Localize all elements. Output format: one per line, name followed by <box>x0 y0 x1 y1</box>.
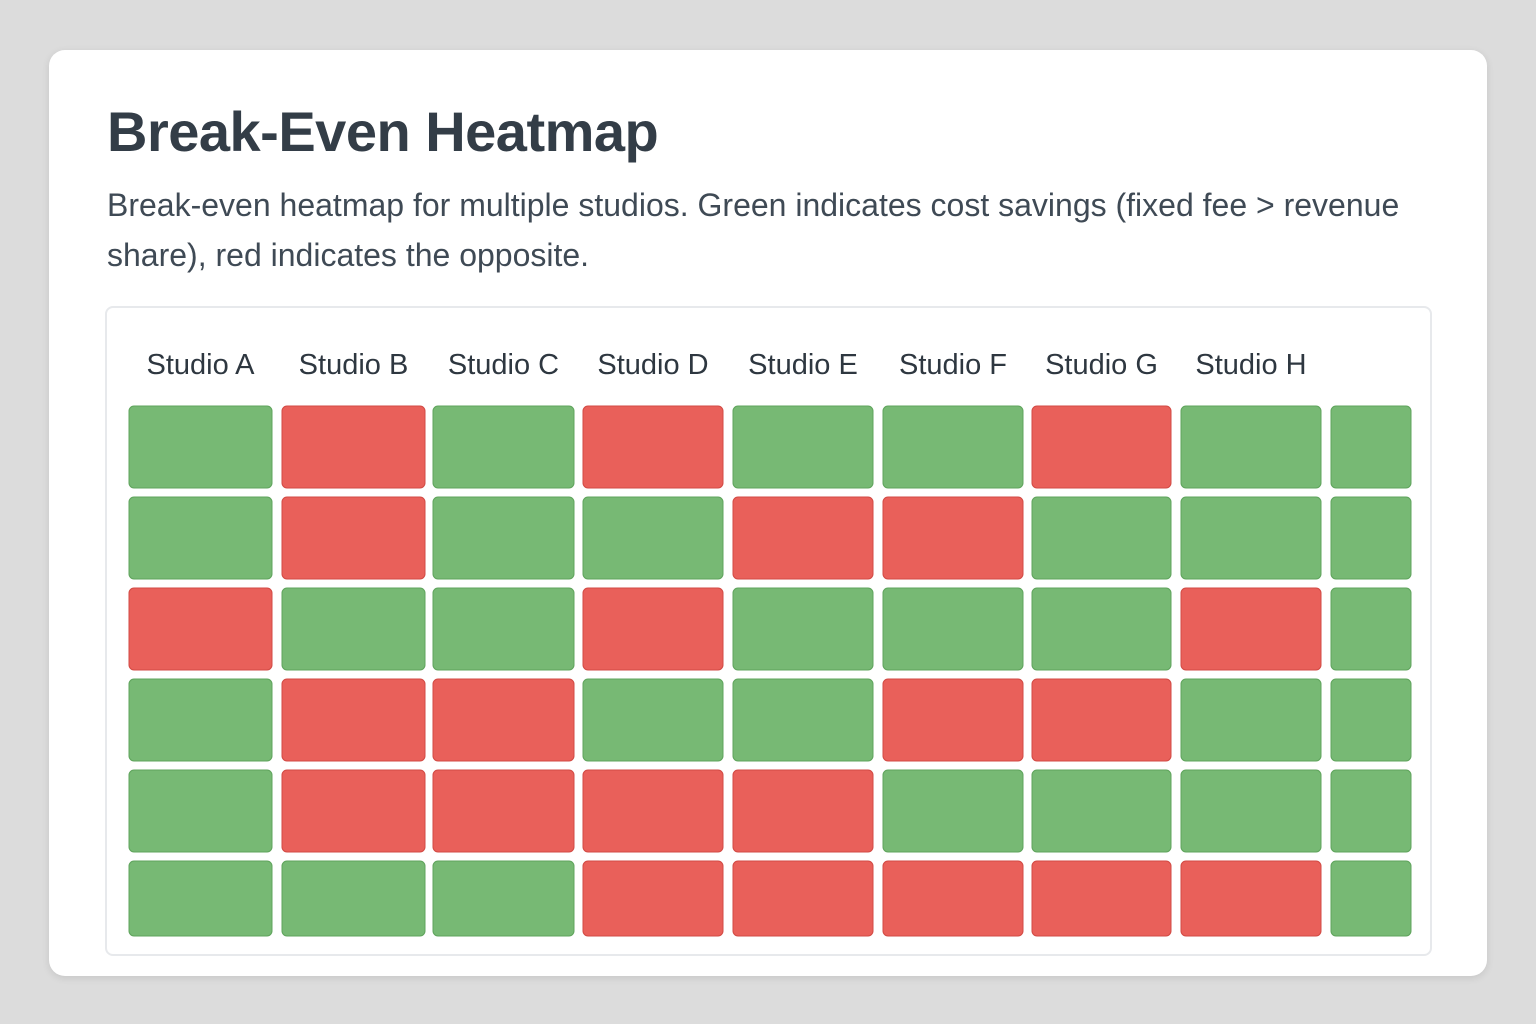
heatmap-cell-savings <box>1330 678 1412 762</box>
heatmap-cell-savings <box>1180 678 1322 762</box>
heatmap-cell-savings <box>582 496 724 580</box>
heatmap-cell-loss <box>128 587 273 671</box>
heatmap-cell-loss <box>882 496 1024 580</box>
heatmap-cell-savings <box>1180 405 1322 489</box>
heatmap-cell-savings <box>128 405 273 489</box>
heatmap-cell-savings <box>281 587 426 671</box>
heatmap-cell-loss <box>281 496 426 580</box>
heatmap-cell-savings <box>1330 860 1412 937</box>
heatmap-chart: Studio A Studio B Studio C Studio D Studio E… <box>128 349 1412 937</box>
heatmap-cell-savings <box>1330 496 1412 580</box>
page-title: Break-Even Heatmap <box>107 100 659 163</box>
heatmap-cell-loss <box>1180 587 1322 671</box>
heatmap-panel: Studio A Studio B Studio C Studio D Studio E… <box>105 306 1432 956</box>
page-subtitle: Break-even heatmap for multiple studios.… <box>107 187 1400 273</box>
heatmap-cell-loss <box>1031 860 1172 937</box>
column-label: Studio E <box>748 349 858 381</box>
heatmap-cell-loss <box>432 769 575 853</box>
heatmap-cell-savings <box>882 405 1024 489</box>
heatmap-cell-savings <box>582 678 724 762</box>
heatmap-cell-savings <box>732 678 874 762</box>
heatmap-cell-loss <box>582 769 724 853</box>
heatmap-cell-savings <box>432 587 575 671</box>
heatmap-cell-savings <box>1031 587 1172 671</box>
heatmap-cell-loss <box>582 405 724 489</box>
heatmap-cell-loss <box>1180 860 1322 937</box>
column-label: Studio A <box>146 349 255 381</box>
heatmap-cell-savings <box>732 587 874 671</box>
heatmap-cell-loss <box>1031 678 1172 762</box>
heatmap-cell-savings <box>128 496 273 580</box>
heatmap-cell-savings <box>1330 769 1412 853</box>
column-label: Studio G <box>1045 349 1158 381</box>
heatmap-cell-savings <box>281 860 426 937</box>
column-label: Studio C <box>448 349 559 381</box>
heatmap-cell-savings <box>1330 587 1412 671</box>
heatmap-cell-loss <box>732 769 874 853</box>
heatmap-cell-loss <box>432 678 575 762</box>
heatmap-cell-savings <box>1031 769 1172 853</box>
heatmap-cell-loss <box>281 769 426 853</box>
heatmap-cell-savings <box>432 405 575 489</box>
heatmap-card: Break-Even Heatmap Break-even heatmap fo… <box>49 50 1487 976</box>
heatmap-cell-savings <box>432 496 575 580</box>
heatmap-cell-loss <box>582 587 724 671</box>
heatmap-cell-savings <box>432 860 575 937</box>
heatmap-cell-savings <box>882 769 1024 853</box>
heatmap-cell-loss <box>882 860 1024 937</box>
heatmap-cell-savings <box>882 587 1024 671</box>
column-label: Studio H <box>1195 349 1306 381</box>
heatmap-cell-savings <box>1180 496 1322 580</box>
heatmap-cell-savings <box>1330 405 1412 489</box>
heatmap-cell-savings <box>1180 769 1322 853</box>
heatmap-cell-loss <box>281 678 426 762</box>
heatmap-cell-loss <box>582 860 724 937</box>
heatmap-cell-savings <box>128 678 273 762</box>
heatmap-cell-savings <box>128 860 273 937</box>
heatmap-cell-savings <box>732 405 874 489</box>
heatmap-cell-loss <box>882 678 1024 762</box>
column-label: Studio D <box>597 349 708 381</box>
column-label: Studio F <box>899 349 1007 381</box>
heatmap-cell-loss <box>1031 405 1172 489</box>
heatmap-cell-savings <box>1031 496 1172 580</box>
heatmap-cell-loss <box>281 405 426 489</box>
heatmap-cell-loss <box>732 860 874 937</box>
heatmap-cell-loss <box>732 496 874 580</box>
column-label: Studio B <box>299 349 409 381</box>
heatmap-cell-savings <box>128 769 273 853</box>
